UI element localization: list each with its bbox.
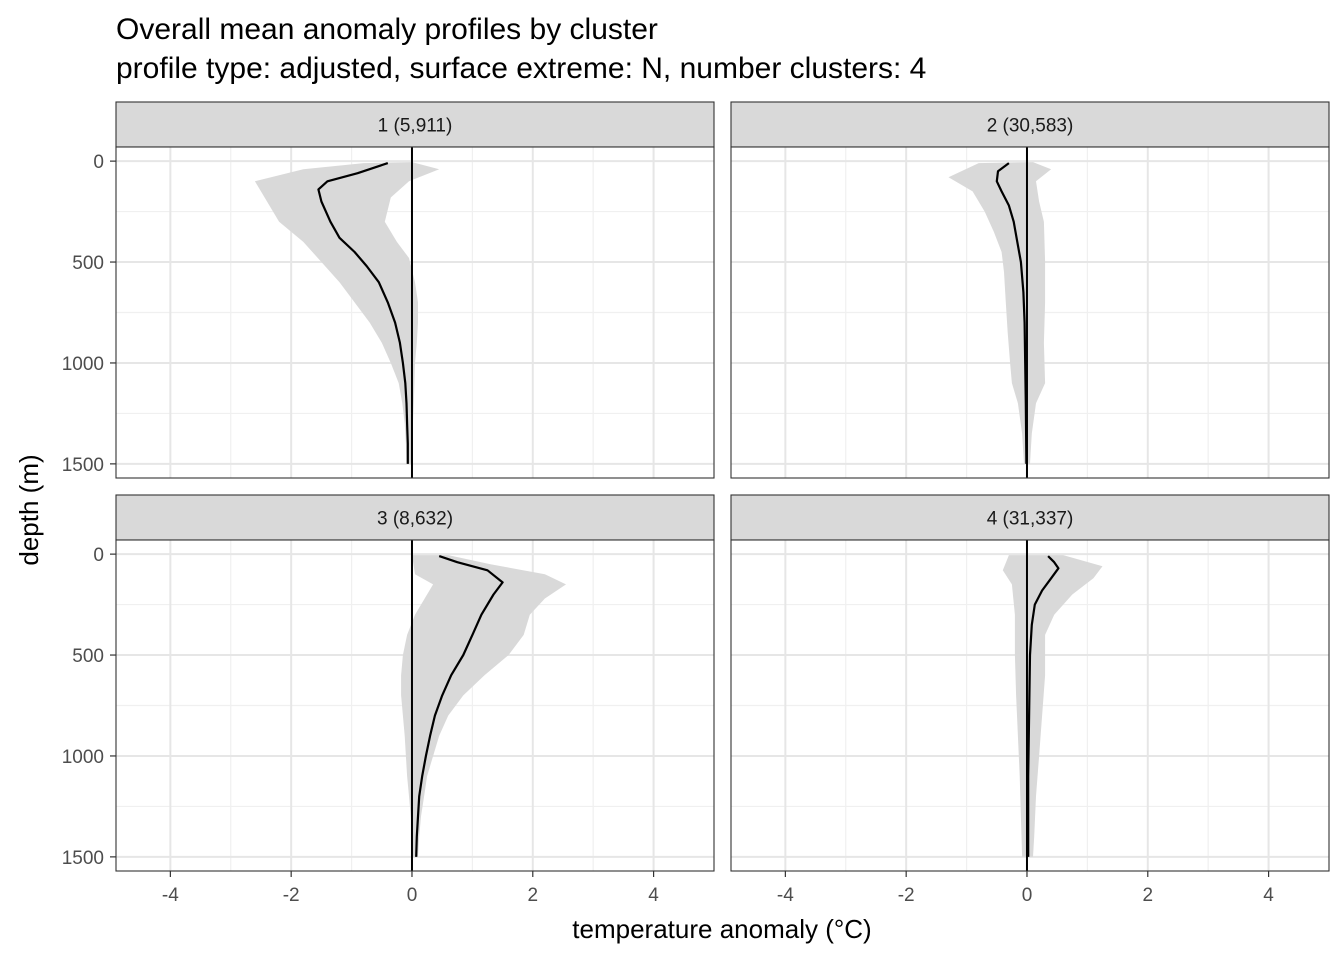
x-tick-label: 0: [407, 885, 418, 906]
y-axis-title: depth (m): [14, 454, 44, 565]
y-tick-label: 0: [93, 545, 104, 566]
mean-profile-line: [1027, 555, 1060, 857]
x-axis-title: temperature anomaly (°C): [572, 914, 871, 944]
x-tick-label: 4: [1263, 885, 1274, 906]
y-tick-label: 500: [72, 646, 104, 667]
x-tick-label: 4: [648, 885, 659, 906]
x-tick-label: 2: [1142, 885, 1153, 906]
panel-border: [115, 146, 715, 479]
panel-4: 4 (31,337) -4 -2 0 2 4: [730, 494, 1330, 906]
anomaly-range-ribbon: [401, 555, 566, 857]
mean-profile-line: [317, 162, 409, 464]
strip-label: 2 (30,583): [987, 116, 1074, 137]
y-tick-label: 1500: [62, 455, 104, 476]
chart-subtitle: profile type: adjusted, surface extreme:…: [116, 52, 926, 85]
strip-label: 4 (31,337): [987, 509, 1074, 530]
panel-border: [115, 539, 715, 872]
panels-group: 1 (5,911) 0 500 1000 1500 2 (30,583) 3 (8,632)…: [62, 101, 1330, 906]
panel-border: [730, 146, 1330, 479]
panel-border: [730, 539, 1330, 872]
x-tick-label: -2: [898, 885, 915, 906]
x-tick-label: -2: [283, 885, 300, 906]
y-tick-label: 1500: [62, 848, 104, 869]
y-tick-label: 0: [93, 152, 104, 173]
x-tick-label: 2: [527, 885, 538, 906]
strip-background: [115, 101, 715, 148]
mean-profile-line: [415, 555, 504, 857]
x-tick-label: -4: [162, 885, 179, 906]
x-tick-label: 0: [1022, 885, 1033, 906]
strip-background: [730, 494, 1330, 541]
mean-profile-line: [995, 162, 1028, 464]
y-tick-label: 1000: [62, 354, 104, 375]
x-tick-label: -4: [777, 885, 794, 906]
anomaly-range-ribbon: [254, 162, 440, 464]
panel-2: 2 (30,583): [730, 101, 1330, 479]
strip-label: 3 (8,632): [377, 509, 453, 530]
strip-background: [115, 494, 715, 541]
chart-title: Overall mean anomaly profiles by cluster: [116, 13, 658, 46]
y-tick-label: 500: [72, 253, 104, 274]
y-tick-label: 1000: [62, 747, 104, 768]
strip-label: 1 (5,911): [378, 116, 453, 137]
panel-1: 1 (5,911) 0 500 1000 1500: [62, 101, 715, 479]
panel-3: 3 (8,632) 0 500 1000 1500 -4 -2 0 2 4: [62, 494, 715, 906]
